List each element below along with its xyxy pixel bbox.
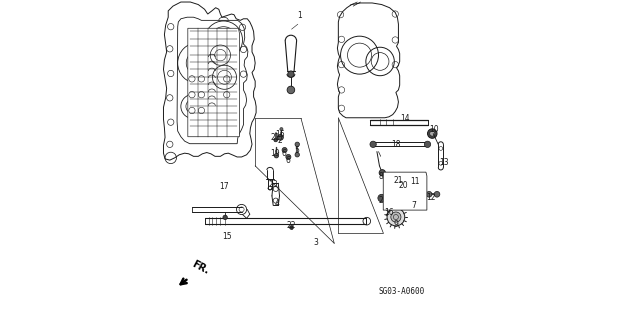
Circle shape xyxy=(370,141,376,147)
Text: 8: 8 xyxy=(378,172,383,182)
Text: 12: 12 xyxy=(426,193,435,202)
Circle shape xyxy=(391,212,401,222)
Text: 11: 11 xyxy=(410,177,420,186)
Text: 20: 20 xyxy=(398,181,408,190)
Text: 21: 21 xyxy=(270,133,280,142)
Circle shape xyxy=(426,191,432,197)
Circle shape xyxy=(288,71,294,77)
Circle shape xyxy=(410,175,419,183)
Text: 16: 16 xyxy=(276,130,285,139)
Circle shape xyxy=(280,128,283,131)
Circle shape xyxy=(287,86,294,94)
Circle shape xyxy=(420,199,426,204)
Polygon shape xyxy=(337,3,400,118)
Text: 1: 1 xyxy=(297,11,302,20)
Text: 7: 7 xyxy=(412,201,417,210)
Polygon shape xyxy=(163,2,256,160)
Circle shape xyxy=(387,208,404,226)
Circle shape xyxy=(409,199,414,204)
Text: 5: 5 xyxy=(294,145,300,154)
Circle shape xyxy=(286,154,291,160)
Polygon shape xyxy=(188,28,239,137)
Text: FR.: FR. xyxy=(189,259,211,277)
Polygon shape xyxy=(383,172,427,210)
Circle shape xyxy=(397,179,401,183)
Text: 10: 10 xyxy=(429,125,439,134)
Text: 21: 21 xyxy=(394,175,403,185)
Circle shape xyxy=(387,213,391,217)
Text: 16: 16 xyxy=(384,208,394,217)
Text: 17: 17 xyxy=(219,182,228,191)
Polygon shape xyxy=(177,17,248,144)
Text: 3: 3 xyxy=(314,238,319,247)
Text: 15: 15 xyxy=(222,232,232,241)
Text: 23: 23 xyxy=(268,180,278,189)
Circle shape xyxy=(378,194,385,202)
Text: 19: 19 xyxy=(270,149,280,158)
Circle shape xyxy=(429,131,435,136)
Text: 18: 18 xyxy=(391,140,401,149)
Circle shape xyxy=(274,153,278,158)
Circle shape xyxy=(223,215,227,219)
Text: 4: 4 xyxy=(275,199,280,208)
Circle shape xyxy=(434,191,440,197)
Circle shape xyxy=(278,135,284,140)
Text: SG03-A0600: SG03-A0600 xyxy=(378,287,425,296)
Circle shape xyxy=(295,152,300,157)
Text: 14: 14 xyxy=(400,114,410,123)
Circle shape xyxy=(379,170,385,176)
Text: 2: 2 xyxy=(379,196,383,205)
Text: 13: 13 xyxy=(440,158,449,167)
Text: 2: 2 xyxy=(277,136,282,145)
Circle shape xyxy=(290,226,293,229)
Text: 6: 6 xyxy=(286,156,291,165)
Text: 22: 22 xyxy=(286,221,296,230)
Circle shape xyxy=(401,185,404,189)
Text: 6: 6 xyxy=(282,149,287,158)
Circle shape xyxy=(428,129,437,138)
Circle shape xyxy=(274,138,278,142)
Text: 9: 9 xyxy=(394,220,398,229)
Circle shape xyxy=(282,147,287,152)
Circle shape xyxy=(424,141,431,147)
Circle shape xyxy=(295,142,300,146)
